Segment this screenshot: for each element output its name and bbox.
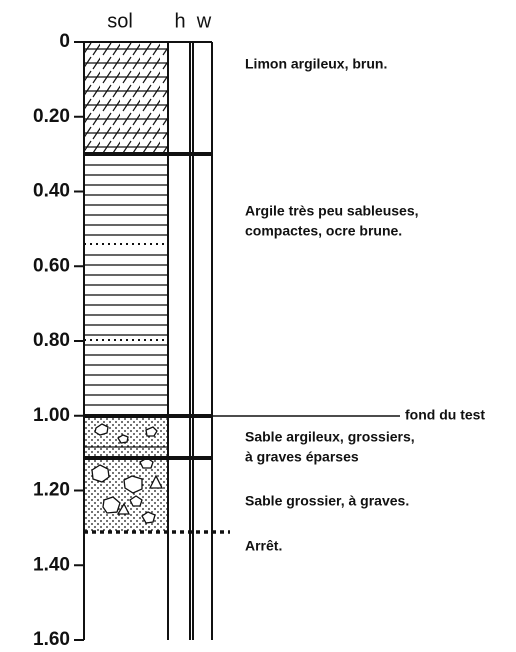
soil-column <box>84 42 168 532</box>
layer-description: Sable argileux, grossiers, <box>245 429 415 445</box>
depth-label: 1.20 <box>33 480 70 501</box>
column-outlines <box>83 41 213 640</box>
layer-description: Limon argileux, brun. <box>245 56 387 72</box>
depth-label: 0.40 <box>33 181 70 202</box>
layer-description: à graves éparses <box>245 449 359 465</box>
layer-description: Arrêt. <box>245 538 282 554</box>
depth-label: 0.60 <box>33 255 70 276</box>
depth-label: 1.40 <box>33 554 70 575</box>
depth-label: 0.20 <box>33 106 70 127</box>
depth-label: 1.60 <box>33 629 70 650</box>
layer-boundaries <box>84 152 400 534</box>
layer-description: Sable grossier, à graves. <box>245 493 409 509</box>
layer-description: compactes, ocre brune. <box>245 223 402 239</box>
column-header: h <box>174 10 185 32</box>
layer-description: Argile très peu sableuses, <box>245 203 419 219</box>
depth-label: 1.00 <box>33 405 70 426</box>
column-header: sol <box>107 10 133 32</box>
test-bottom-label: fond du test <box>405 407 485 423</box>
depth-label: 0 <box>59 31 70 52</box>
column-header: w <box>196 10 212 32</box>
depth-label: 0.80 <box>33 330 70 351</box>
